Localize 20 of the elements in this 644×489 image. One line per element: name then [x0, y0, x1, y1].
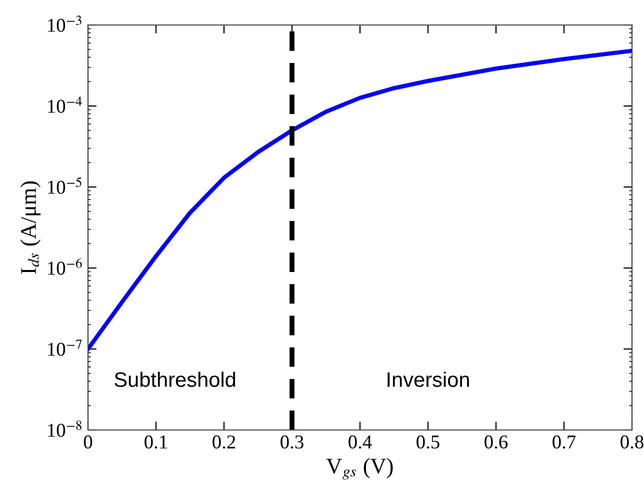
x-tick-label: 0.7 [552, 435, 576, 449]
x-tick-label: 0.6 [484, 435, 508, 449]
annotation: Inversion [388, 372, 469, 387]
x-tick-label: 0 [84, 435, 92, 449]
x-tick-label: 0.8 [620, 435, 644, 449]
y-tick-label: 10$^{−3}$ [48, 16, 82, 32]
y-tick-label: 10$^{−8}$ [48, 420, 82, 437]
line-series [88, 48, 632, 352]
annotation: Subthreshold [114, 372, 236, 387]
y-tick-label: 10$^{−5}$ [48, 177, 82, 194]
y-tick-label: 10$^{−7}$ [48, 340, 82, 356]
y-axis-title: I$_{ds}$ (A/μm) [20, 181, 41, 274]
y-tick-label: 10$^{−4}$ [48, 96, 82, 113]
y-tick-label: 10$^{−6}$ [48, 258, 82, 275]
x-tick-label: 0.3 [280, 435, 304, 449]
x-tick-label: 0.2 [212, 435, 236, 449]
x-tick-label: 0.1 [144, 435, 167, 449]
x-tick-label: 0.4 [348, 435, 372, 449]
x-tick-label: 0.5 [416, 435, 440, 449]
x-axis-title: V$_{gs}$ (V) [326, 458, 393, 480]
